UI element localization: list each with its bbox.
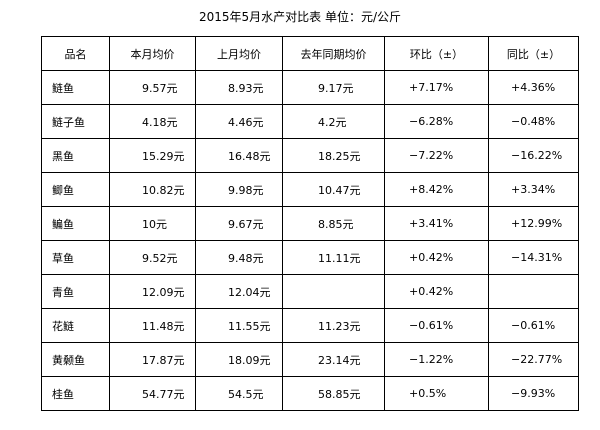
cell-year-change: +12.99% [488, 206, 579, 241]
cell-year-change: −0.61% [488, 308, 579, 343]
cell-current-price: 10元 [109, 206, 196, 241]
table-row: 黑鱼 15.29元 16.48元 18.25元 −7.22% −16.22% [41, 138, 579, 173]
cell-month-change: +8.42% [384, 172, 489, 207]
cell-last-year-price: 11.11元 [282, 240, 385, 275]
cell-name: 黑鱼 [41, 138, 110, 173]
table-row: 草鱼 9.52元 9.48元 11.11元 +0.42% −14.31% [41, 240, 579, 275]
cell-month-change: +0.42% [384, 274, 489, 309]
cell-last-year-price [282, 274, 385, 309]
cell-last-month-price: 16.48元 [195, 138, 283, 173]
header-year-change: 同比（±） [488, 36, 579, 71]
cell-month-change: −6.28% [384, 104, 489, 139]
cell-last-month-price: 9.48元 [195, 240, 283, 275]
cell-last-year-price: 23.14元 [282, 342, 385, 377]
cell-last-month-price: 4.46元 [195, 104, 283, 139]
header-current-price: 本月均价 [109, 36, 196, 71]
cell-name: 鳊鱼 [41, 206, 110, 241]
cell-year-change: +4.36% [488, 70, 579, 105]
header-last-year-price: 去年同期均价 [282, 36, 385, 71]
cell-last-year-price: 18.25元 [282, 138, 385, 173]
table-row: 鳊鱼 10元 9.67元 8.85元 +3.41% +12.99% [41, 206, 579, 241]
cell-month-change: +7.17% [384, 70, 489, 105]
cell-month-change: +0.42% [384, 240, 489, 275]
table-row: 花鲢 11.48元 11.55元 11.23元 −0.61% −0.61% [41, 308, 579, 343]
cell-name: 鲢鱼 [41, 70, 110, 105]
cell-last-year-price: 11.23元 [282, 308, 385, 343]
cell-last-month-price: 8.93元 [195, 70, 283, 105]
table-row: 黄颡鱼 17.87元 18.09元 23.14元 −1.22% −22.77% [41, 342, 579, 377]
table-title: 2015年5月水产对比表 单位：元/公斤 [198, 10, 402, 24]
cell-month-change: +0.5% [384, 376, 489, 411]
cell-last-month-price: 18.09元 [195, 342, 283, 377]
cell-name: 鲫鱼 [41, 172, 110, 207]
header-month-change: 环比（±） [384, 36, 489, 71]
cell-month-change: +3.41% [384, 206, 489, 241]
cell-name: 青鱼 [41, 274, 110, 309]
cell-last-year-price: 9.17元 [282, 70, 385, 105]
cell-last-month-price: 54.5元 [195, 376, 283, 411]
cell-current-price: 10.82元 [109, 172, 196, 207]
header-name: 品名 [41, 36, 110, 71]
cell-last-year-price: 58.85元 [282, 376, 385, 411]
cell-current-price: 12.09元 [109, 274, 196, 309]
cell-year-change: +3.34% [488, 172, 579, 207]
cell-current-price: 4.18元 [109, 104, 196, 139]
cell-current-price: 15.29元 [109, 138, 196, 173]
cell-last-month-price: 9.98元 [195, 172, 283, 207]
table-row: 桂鱼 54.77元 54.5元 58.85元 +0.5% −9.93% [41, 376, 579, 411]
table-row: 鲢鱼 9.57元 8.93元 9.17元 +7.17% +4.36% [41, 70, 579, 105]
cell-last-month-price: 12.04元 [195, 274, 283, 309]
cell-name: 黄颡鱼 [41, 342, 110, 377]
cell-last-year-price: 10.47元 [282, 172, 385, 207]
cell-year-change: −16.22% [488, 138, 579, 173]
cell-current-price: 9.52元 [109, 240, 196, 275]
cell-year-change: −0.48% [488, 104, 579, 139]
cell-last-year-price: 4.2元 [282, 104, 385, 139]
cell-last-year-price: 8.85元 [282, 206, 385, 241]
cell-year-change [488, 274, 579, 309]
cell-name: 草鱼 [41, 240, 110, 275]
cell-year-change: −9.93% [488, 376, 579, 411]
cell-name: 桂鱼 [41, 376, 110, 411]
header-row: 品名 本月均价 上月均价 去年同期均价 环比（±） 同比（±） [41, 36, 579, 71]
table-row: 鲢子鱼 4.18元 4.46元 4.2元 −6.28% −0.48% [41, 104, 579, 139]
cell-year-change: −22.77% [488, 342, 579, 377]
table-row: 鲫鱼 10.82元 9.98元 10.47元 +8.42% +3.34% [41, 172, 579, 207]
cell-current-price: 54.77元 [109, 376, 196, 411]
header-last-month-price: 上月均价 [195, 36, 283, 71]
cell-last-month-price: 11.55元 [195, 308, 283, 343]
cell-name: 鲢子鱼 [41, 104, 110, 139]
cell-last-month-price: 9.67元 [195, 206, 283, 241]
table-row: 青鱼 12.09元 12.04元 +0.42% [41, 274, 579, 309]
cell-current-price: 11.48元 [109, 308, 196, 343]
cell-month-change: −7.22% [384, 138, 489, 173]
price-comparison-table: 品名 本月均价 上月均价 去年同期均价 环比（±） 同比（±） 鲢鱼 9.57元 8… [41, 36, 579, 411]
cell-current-price: 17.87元 [109, 342, 196, 377]
cell-year-change: −14.31% [488, 240, 579, 275]
cell-current-price: 9.57元 [109, 70, 196, 105]
cell-month-change: −0.61% [384, 308, 489, 343]
cell-month-change: −1.22% [384, 342, 489, 377]
cell-name: 花鲢 [41, 308, 110, 343]
